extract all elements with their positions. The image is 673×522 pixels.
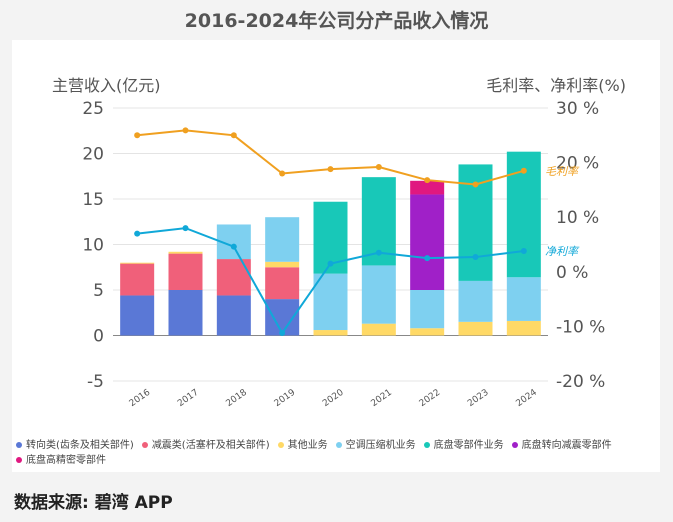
legend-swatch	[16, 442, 22, 448]
line-point	[472, 254, 479, 261]
line-point	[472, 181, 479, 188]
line-point	[230, 132, 237, 139]
legend-item[interactable]: 底盘转向减震零部件	[511, 438, 612, 453]
legend-label: 转向类(齿条及相关部件)	[26, 440, 134, 451]
bar-segment	[120, 295, 155, 336]
left-tick-label: 15	[82, 190, 104, 210]
x-tick-label: 2023	[466, 388, 490, 409]
x-tick-label: 2018	[224, 388, 249, 409]
bar-segment	[313, 273, 348, 331]
bar-segment	[410, 328, 445, 336]
x-tick-label: 2024	[514, 388, 539, 409]
right-axis-title: 毛利率、净利率(%)	[486, 76, 626, 95]
legend-item[interactable]: 空调压缩机业务	[335, 438, 416, 453]
bar-segment	[410, 180, 445, 195]
legend-item[interactable]: 底盘零部件业务	[423, 438, 504, 453]
legend-item[interactable]: 转向类(齿条及相关部件)	[16, 438, 134, 453]
line-point	[134, 132, 141, 139]
line-point	[424, 255, 431, 262]
legend-label: 底盘零部件业务	[433, 440, 504, 451]
bar-segment	[410, 194, 445, 290]
legend-label: 底盘转向减震零部件	[521, 440, 612, 451]
legend-item[interactable]: 底盘高精密零部件	[16, 453, 106, 468]
legend-swatch	[511, 442, 518, 448]
left-tick-label: 10	[82, 236, 104, 256]
chart-title: 2016-2024年公司分产品收入情况	[184, 10, 489, 32]
left-tick-label: 0	[93, 327, 104, 347]
bar-segment	[506, 320, 541, 336]
bar-segment	[361, 265, 396, 324]
line-point	[134, 230, 141, 237]
left-tick-label: 20	[82, 145, 104, 165]
series-line-label: 毛利率	[545, 165, 580, 178]
legend-label: 空调压缩机业务	[345, 440, 416, 451]
line-point	[279, 329, 286, 336]
right-tick-label: 0 %	[556, 263, 588, 283]
bar-segment	[361, 323, 396, 336]
x-tick-label: 2016	[128, 388, 153, 409]
chart-legend: 转向类(齿条及相关部件) 减震类(活塞杆及相关部件) 其他业务 空调压缩机业务 底盘零部…	[16, 438, 661, 468]
x-tick-label: 2017	[176, 388, 200, 409]
line-point	[520, 248, 527, 255]
legend-swatch	[16, 457, 22, 463]
bar-segment	[265, 267, 300, 300]
line-point	[520, 167, 527, 174]
left-axis-title: 主营收入(亿元)	[52, 76, 161, 95]
line-point	[327, 166, 334, 173]
left-tick-label: 5	[93, 281, 104, 301]
line-point	[182, 225, 189, 232]
right-tick-label: 20 %	[556, 154, 599, 174]
bar-segment	[216, 295, 251, 336]
bar-segment	[313, 330, 348, 336]
x-tick-label: 2020	[321, 388, 346, 409]
legend-swatch	[423, 442, 430, 448]
legend-item[interactable]: 减震类(活塞杆及相关部件)	[141, 438, 270, 453]
line-point	[327, 260, 334, 267]
legend-label: 减震类(活塞杆及相关部件)	[151, 440, 270, 451]
x-tick-label: 2019	[273, 388, 298, 409]
bar-segment	[168, 253, 203, 290]
legend-swatch	[277, 442, 284, 448]
right-tick-label: 30 %	[556, 99, 599, 119]
x-tick-label: 2021	[369, 388, 393, 409]
bar-segment	[506, 277, 541, 321]
bar-segment	[265, 217, 300, 262]
bar-segment	[168, 251, 203, 254]
legend-swatch	[141, 442, 148, 448]
bar-segment	[120, 262, 155, 264]
legend-item[interactable]: 其他业务	[277, 438, 328, 453]
bar-segment	[120, 263, 155, 296]
bar-segment	[458, 321, 493, 336]
line-point	[230, 243, 237, 250]
data-source: 数据来源: 碧湾 APP	[14, 493, 173, 513]
legend-label: 其他业务	[287, 440, 328, 451]
series-line-label: 净利率	[545, 245, 580, 258]
line-point	[375, 249, 382, 256]
bar-segment	[458, 280, 493, 322]
x-tick-label: 2022	[418, 388, 442, 409]
left-tick-label: 25	[82, 99, 104, 119]
line-point	[375, 163, 382, 170]
bar-segment	[168, 290, 203, 336]
legend-swatch	[335, 442, 342, 448]
line-point	[279, 170, 286, 177]
right-tick-label: -10 %	[556, 317, 605, 337]
left-tick-label: -5	[87, 372, 104, 392]
bar-segment	[265, 261, 300, 268]
legend-label: 底盘高精密零部件	[26, 455, 106, 466]
bar-segment	[216, 259, 251, 296]
line-point	[424, 177, 431, 184]
line-point	[182, 127, 189, 134]
bar-segment	[410, 290, 445, 329]
right-tick-label: -20 %	[556, 372, 605, 392]
right-tick-label: 10 %	[556, 208, 599, 228]
